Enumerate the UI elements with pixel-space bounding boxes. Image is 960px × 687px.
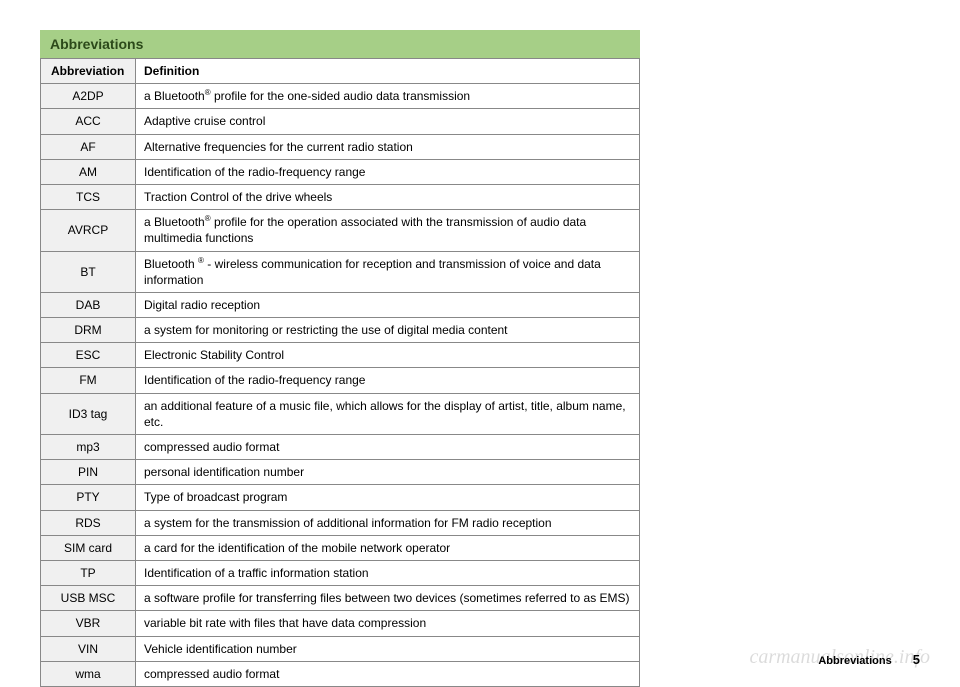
abbr-cell: ESC — [41, 343, 136, 368]
header-def: Definition — [136, 59, 640, 84]
footer-page-number: 5 — [913, 652, 920, 667]
table-row: ACCAdaptive cruise control — [41, 109, 640, 134]
def-cell: Bluetooth ® - wireless communication for… — [136, 251, 640, 292]
def-cell: Type of broadcast program — [136, 485, 640, 510]
def-cell: Digital radio reception — [136, 292, 640, 317]
table-row: VBRvariable bit rate with files that hav… — [41, 611, 640, 636]
abbr-cell: DAB — [41, 292, 136, 317]
abbr-cell: wma — [41, 661, 136, 686]
header-abbr: Abbreviation — [41, 59, 136, 84]
table-row: VINVehicle identification number — [41, 636, 640, 661]
page-footer: Abbreviations 5 — [818, 652, 920, 667]
abbr-cell: A2DP — [41, 84, 136, 109]
abbr-cell: BT — [41, 251, 136, 292]
abbr-cell: ID3 tag — [41, 393, 136, 434]
table-row: FMIdentification of the radio-frequency … — [41, 368, 640, 393]
table-row: DRMa system for monitoring or restrictin… — [41, 318, 640, 343]
abbreviations-table: AbbreviationDefinitionA2DPa Bluetooth® p… — [40, 58, 640, 687]
abbr-cell: VIN — [41, 636, 136, 661]
table-row: BTBluetooth ® - wireless communication f… — [41, 251, 640, 292]
footer-label: Abbreviations — [818, 655, 891, 667]
title-bar: Abbreviations — [40, 30, 640, 58]
table-row: TCSTraction Control of the drive wheels — [41, 184, 640, 209]
def-cell: a system for the transmission of additio… — [136, 510, 640, 535]
table-row: AMIdentification of the radio-frequency … — [41, 159, 640, 184]
table-row: PTYType of broadcast program — [41, 485, 640, 510]
def-cell: Identification of the radio-frequency ra… — [136, 159, 640, 184]
abbr-cell: TCS — [41, 184, 136, 209]
table-row: wmacompressed audio format — [41, 661, 640, 686]
def-cell: Electronic Stability Control — [136, 343, 640, 368]
table-header-row: AbbreviationDefinition — [41, 59, 640, 84]
table-row: SIM carda card for the identification of… — [41, 535, 640, 560]
table-row: TPIdentification of a traffic informatio… — [41, 560, 640, 585]
table-row: DABDigital radio reception — [41, 292, 640, 317]
def-cell: personal identification number — [136, 460, 640, 485]
table-row: ID3 tagan additional feature of a music … — [41, 393, 640, 434]
def-cell: Identification of a traffic information … — [136, 560, 640, 585]
abbr-cell: AF — [41, 134, 136, 159]
table-row: ESCElectronic Stability Control — [41, 343, 640, 368]
table-row: AFAlternative frequencies for the curren… — [41, 134, 640, 159]
abbr-cell: ACC — [41, 109, 136, 134]
abbr-cell: TP — [41, 560, 136, 585]
abbr-cell: RDS — [41, 510, 136, 535]
def-cell: a card for the identification of the mob… — [136, 535, 640, 560]
def-cell: a system for monitoring or restricting t… — [136, 318, 640, 343]
abbr-cell: DRM — [41, 318, 136, 343]
def-cell: variable bit rate with files that have d… — [136, 611, 640, 636]
def-cell: an additional feature of a music file, w… — [136, 393, 640, 434]
table-row: PINpersonal identification number — [41, 460, 640, 485]
abbr-cell: AVRCP — [41, 210, 136, 251]
table-body: AbbreviationDefinitionA2DPa Bluetooth® p… — [41, 59, 640, 687]
abbr-cell: PIN — [41, 460, 136, 485]
def-cell: Traction Control of the drive wheels — [136, 184, 640, 209]
def-cell: a software profile for transferring file… — [136, 586, 640, 611]
def-cell: Adaptive cruise control — [136, 109, 640, 134]
table-row: AVRCPa Bluetooth® profile for the operat… — [41, 210, 640, 251]
abbr-cell: PTY — [41, 485, 136, 510]
def-cell: Alternative frequencies for the current … — [136, 134, 640, 159]
abbr-cell: mp3 — [41, 435, 136, 460]
abbr-cell: USB MSC — [41, 586, 136, 611]
abbr-cell: VBR — [41, 611, 136, 636]
abbr-cell: FM — [41, 368, 136, 393]
abbr-cell: SIM card — [41, 535, 136, 560]
def-cell: a Bluetooth® profile for the one-sided a… — [136, 84, 640, 109]
abbr-cell: AM — [41, 159, 136, 184]
page-container: Abbreviations AbbreviationDefinitionA2DP… — [0, 0, 960, 677]
table-row: A2DPa Bluetooth® profile for the one-sid… — [41, 84, 640, 109]
def-cell: Identification of the radio-frequency ra… — [136, 368, 640, 393]
table-row: RDSa system for the transmission of addi… — [41, 510, 640, 535]
table-row: USB MSCa software profile for transferri… — [41, 586, 640, 611]
def-cell: compressed audio format — [136, 661, 640, 686]
def-cell: Vehicle identification number — [136, 636, 640, 661]
def-cell: compressed audio format — [136, 435, 640, 460]
def-cell: a Bluetooth® profile for the operation a… — [136, 210, 640, 251]
table-row: mp3compressed audio format — [41, 435, 640, 460]
